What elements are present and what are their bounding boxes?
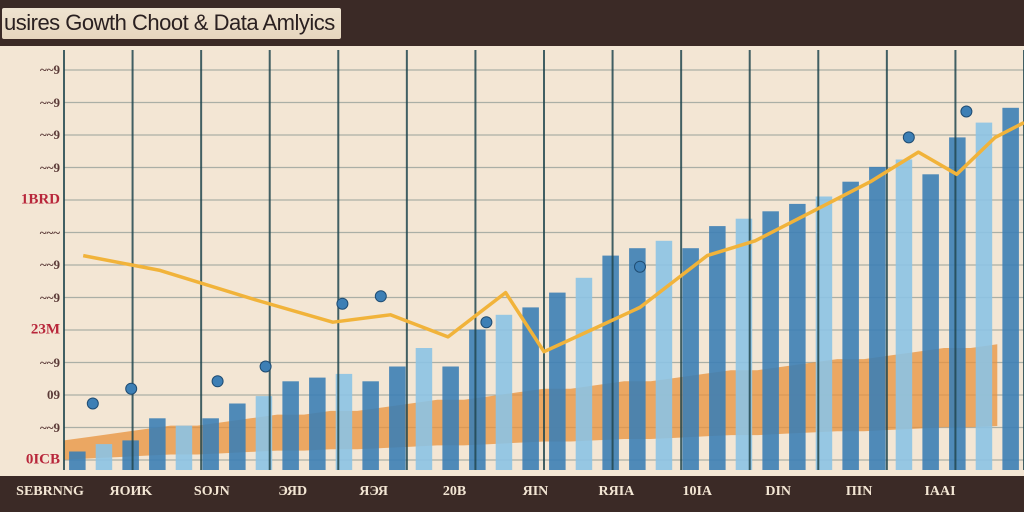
bar	[682, 248, 699, 470]
y-tick-label: ~~9	[39, 289, 60, 305]
x-tick-label: IAAI	[924, 484, 956, 499]
bar	[309, 377, 326, 470]
y-tick-label: ~~9	[39, 159, 60, 175]
bar	[415, 348, 433, 470]
x-tick-label: RЯIA	[598, 484, 635, 499]
y-tick-label: 0ICB	[25, 451, 60, 468]
bar	[495, 314, 513, 470]
bar	[922, 174, 939, 471]
y-tick-label: ~~9	[39, 419, 60, 435]
bar	[789, 203, 806, 470]
bar	[709, 226, 726, 470]
y-tick-label: 1BRD	[20, 191, 60, 208]
x-tick-label: ЯIN	[522, 484, 549, 499]
bar	[335, 373, 353, 470]
data-point	[86, 397, 99, 410]
y-tick-label: ~~9	[39, 62, 60, 77]
data-point	[259, 360, 272, 373]
y-axis-labels: ~~9 ~~9 ~~9 ~~9 1BRD ~~~ ~~9 ~~9 23M ~~9 09 ~~9 0ICB	[0, 46, 70, 476]
bar	[122, 440, 139, 470]
x-tick-label: ПIN	[845, 484, 873, 499]
x-tick-label: DIN	[765, 484, 792, 499]
bar	[602, 255, 619, 470]
x-tick-label: SEBRNNG	[16, 484, 84, 499]
x-tick-label: ЭЯD	[278, 484, 308, 499]
bar	[202, 418, 219, 470]
bar	[522, 307, 539, 470]
bar	[255, 396, 273, 470]
bar	[362, 381, 379, 470]
x-tick-label: 10IA	[682, 484, 713, 499]
bar	[949, 137, 966, 470]
bar	[229, 403, 246, 470]
x-tick-label: 20B	[442, 484, 467, 499]
bar	[629, 248, 646, 470]
x-tick-label: ЯOИK	[109, 484, 153, 499]
y-tick-label: ~~~	[39, 224, 60, 240]
x-axis-bar	[0, 476, 1024, 512]
bar	[469, 329, 486, 470]
bar	[69, 451, 86, 470]
bar	[149, 418, 166, 470]
data-point	[480, 316, 493, 329]
bar	[175, 425, 193, 470]
bar	[549, 292, 566, 470]
y-tick-label: ~~9	[39, 257, 60, 272]
bar	[95, 444, 113, 470]
data-point	[336, 297, 349, 310]
chart-title: usires Gowth Choot & Data Amlyics	[2, 8, 341, 39]
bar	[735, 218, 753, 470]
data-point	[374, 290, 387, 303]
y-tick-label: ~~9	[39, 127, 60, 142]
data-point	[902, 131, 915, 144]
data-point	[125, 382, 138, 395]
bar	[842, 181, 859, 470]
bar	[869, 166, 886, 470]
bar	[762, 211, 779, 471]
bar	[815, 196, 833, 470]
line-series	[82, 121, 1024, 354]
x-axis-labels: SEBRNNG ЯOИK SOJN ЭЯD ЯЭЯ 20B ЯIN RЯIA 10IA DIN ПI…	[0, 480, 1024, 508]
y-tick-label: 09	[47, 387, 60, 402]
bar	[975, 122, 993, 470]
bar	[389, 366, 406, 470]
y-tick-label: ~~9	[39, 94, 60, 110]
bar	[282, 381, 299, 470]
bar	[442, 366, 459, 470]
data-point	[960, 105, 973, 118]
data-point	[634, 260, 646, 273]
data-point	[211, 375, 224, 388]
x-tick-label: ЯЭЯ	[359, 484, 388, 499]
y-tick-label: 23M	[30, 321, 60, 338]
x-tick-label: SOJN	[193, 484, 230, 499]
bar	[1002, 107, 1019, 471]
bar	[575, 277, 593, 470]
bar	[895, 159, 913, 470]
y-tick-label: ~~9	[39, 354, 60, 370]
bar	[655, 240, 673, 470]
